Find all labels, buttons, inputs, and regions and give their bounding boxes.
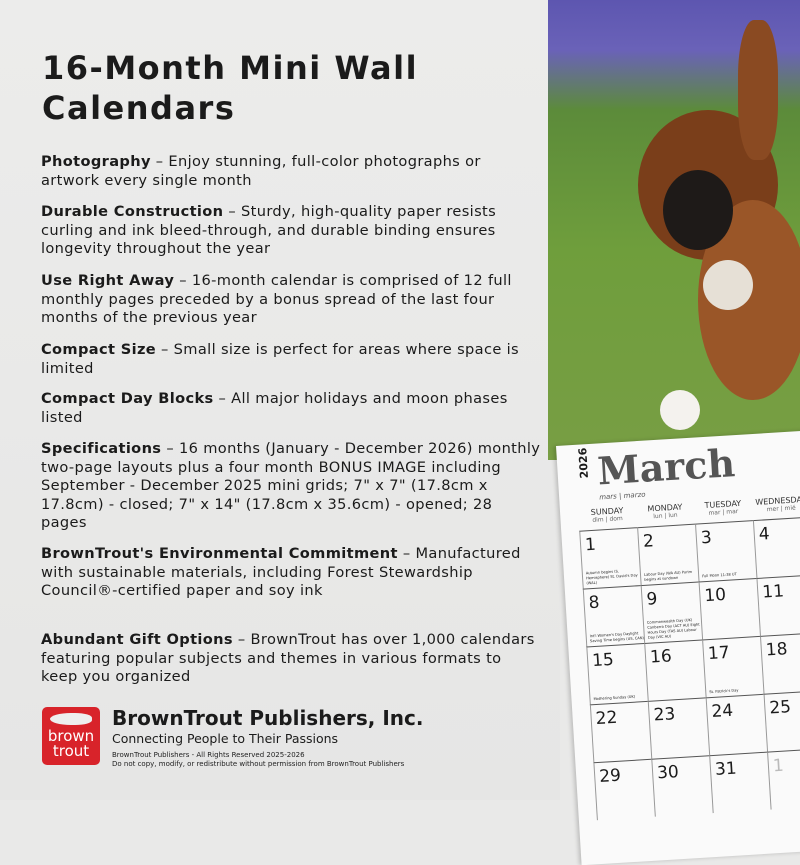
feature-text: – Manufactured with sustainable material… [41,545,521,599]
publisher-name: BrownTrout Publishers, Inc. [112,706,424,730]
day-translation: mar | mar [708,508,739,517]
feature-text: – 16 months (January - December 2026) mo… [41,440,541,531]
day-number: 8 [588,592,601,614]
holiday-text [774,804,800,807]
day-number: 23 [653,704,676,726]
feature-text: – Small size is perfect for areas where … [41,341,519,377]
day-cell: 22 [589,700,652,763]
day-number: 10 [703,584,727,607]
day-cell: 10 [698,578,760,640]
page-title: 16-Month Mini Wall Calendars [42,49,419,127]
day-number: 25 [768,697,792,719]
feature-text: – All major holidays and moon phases lis… [41,390,508,426]
calendar-page: 2026 March mars | marzo SUNDAY dim | dom M… [556,427,800,865]
day-header: WEDNESDAY mer | mié [752,495,800,515]
day-header: SUNDAY dim | dom [578,505,637,525]
feature-item: Compact Day Blocks – All major holidays … [41,390,541,427]
feature-text: – Enjoy stunning, full-color photographs… [41,153,481,189]
info-panel: 16-Month Mini Wall Calendars Photography… [0,0,560,800]
feature-text: – Sturdy, high-quality paper resists cur… [41,203,497,257]
day-cell: 24 [705,693,768,756]
day-translation: dim | dom [592,515,624,524]
feature-label: Abundant Gift Options [41,631,233,648]
feature-item: Durable Construction – Sturdy, high-qual… [41,203,541,259]
feature-text: – BrownTrout has over 1,000 calendars fe… [41,631,535,685]
day-cell: 4 [752,516,800,579]
feature-label: BrownTrout's Environmental Commitment [41,545,398,562]
day-cell: 17 St. Patrick's Day [702,635,764,698]
holiday-text [601,815,655,818]
feature-label: Compact Size [41,341,157,358]
feature-item: Use Right Away – 16-month calendar is co… [41,272,541,328]
holiday-text: Autumn begins (S. Hemisphere) St. David'… [585,569,638,586]
feature-item: BrownTrout's Environmental Commitment – … [41,545,541,601]
day-cell: 31 [709,751,771,814]
day-number: 1 [772,755,785,777]
day-number: 2 [642,531,655,552]
day-number: 22 [595,707,618,730]
day-number: 17 [707,642,731,665]
holiday-text: Commonwealth Day (UK) Canberra Day (ACT … [646,618,700,640]
day-translation: lun | lun [653,511,678,521]
day-number: 4 [758,524,771,545]
day-cell: 15 Mothering Sunday (UK) [586,642,648,705]
legal-line: BrownTrout Publishers - All Rights Reser… [112,751,305,759]
feature-label: Compact Day Blocks [41,390,214,407]
day-number: 31 [714,758,738,780]
day-cell: 18 [759,632,800,694]
calendar-year: 2026 [576,447,592,479]
feature-item: Abundant Gift Options – BrownTrout has o… [41,631,541,687]
puppy-photo [548,0,800,460]
holiday-text: Int'l Women's Day Daylight Saving Time b… [589,631,644,644]
day-header: TUESDAY mar | mar [694,498,753,518]
publisher-tagline: Connecting People to Their Passions [112,731,339,746]
day-cell: 2 Labour Day (WA AU) Purim begins at sund… [637,523,699,586]
day-cell: 1 Autumn begins (S. Hemisphere) St. David… [579,527,641,589]
day-cell: 23 [647,697,710,759]
calendar-month: March [596,440,737,494]
holiday-text [659,811,713,814]
feature-item: Compact Size – Small size is perfect for… [41,341,541,378]
legal-text: BrownTrout Publishers - All Rights Reser… [112,751,404,769]
day-number: 18 [765,639,789,661]
feature-label: Photography [41,153,151,170]
day-number: 1 [584,534,597,556]
browntrout-logo: brown trout [42,707,100,765]
day-cell: 1 [767,748,800,810]
day-cell: 9 Commonwealth Day (UK) Canberra Day (ACT… [640,581,703,643]
day-number: 30 [656,762,680,784]
day-cell: 30 [651,755,713,817]
legal-line: Do not copy, modify, or redistribute wit… [112,760,405,768]
day-cell: 8 Int'l Women's Day Daylight Saving Time … [582,585,645,647]
day-cell: 25 [763,690,800,752]
day-number: 11 [761,581,785,603]
day-number: 9 [645,589,658,610]
day-header: MONDAY lun | lun [636,502,695,522]
feature-label: Specifications [41,440,162,457]
feature-text: – 16-month calendar is comprised of 12 f… [41,272,512,326]
trout-icon [50,713,92,725]
feature-label: Durable Construction [41,203,224,220]
day-cell: 11 [756,574,800,636]
feature-item: Photography – Enjoy stunning, full-color… [41,153,541,190]
day-number: 16 [649,646,673,668]
day-number: 24 [710,700,734,722]
day-cell: 29 [593,758,655,821]
calendar-month-translations: mars | marzo [598,490,646,502]
holiday-text [717,808,771,811]
day-number: 15 [591,649,615,672]
holiday-text: Labour Day (WA AU) Purim begins at sundo… [643,569,693,582]
day-number: 29 [598,765,622,787]
feature-item: Specifications – 16 months (January - De… [41,440,541,533]
day-cell: 16 [644,639,706,701]
feature-label: Use Right Away [41,272,175,289]
day-number: 3 [700,527,713,549]
day-cell: 3 Full Moon 11:38 UT [695,520,757,582]
